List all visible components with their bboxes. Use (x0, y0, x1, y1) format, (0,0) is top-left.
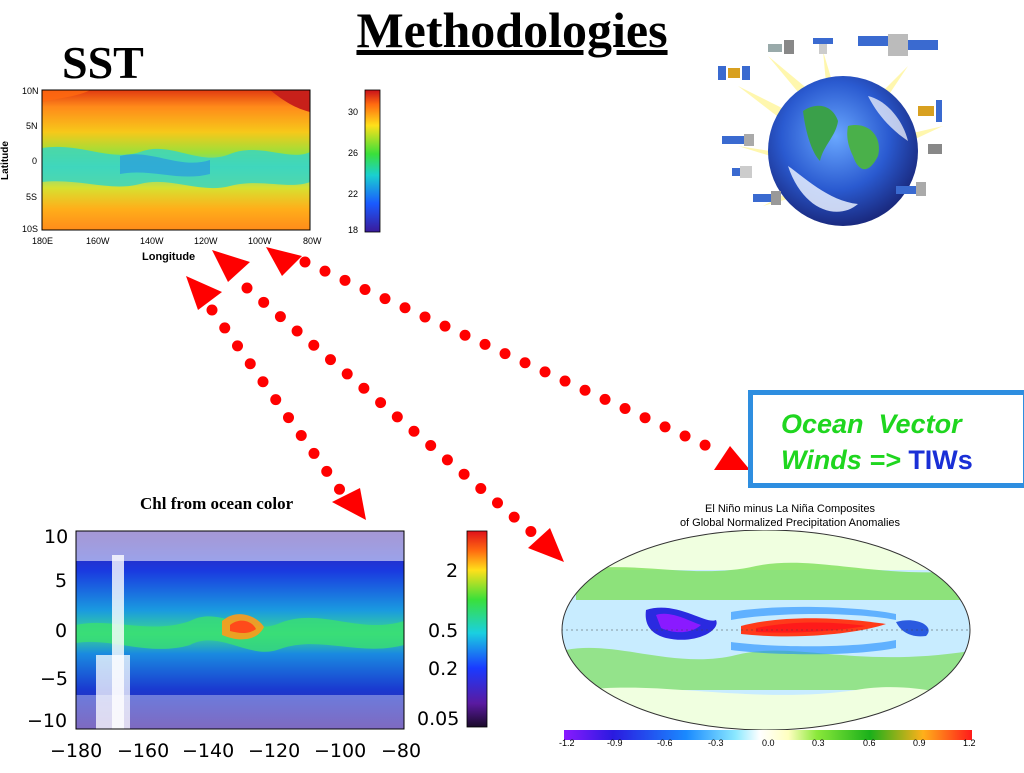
chl-lat-tick-1: 5 (55, 570, 68, 592)
chl-colorbar (466, 530, 488, 728)
chl-cb-tick-3: 0.05 (417, 708, 460, 730)
arrowhead-1 (186, 276, 222, 310)
chl-lon-tick-5: −80 (381, 740, 422, 762)
satellite-globe-image (708, 26, 964, 232)
precip-cb-tick-3: -0.3 (708, 738, 724, 748)
chl-map-figure (0, 525, 500, 768)
chl-title: Chl from ocean color (140, 494, 294, 513)
sst-cb-tick-2: 22 (348, 189, 359, 199)
sst-lon-tick-2: 140W (140, 236, 164, 246)
chl-cb-tick-0: 2 (446, 560, 459, 582)
winds-label: Winds => (781, 445, 901, 475)
sst-lon-tick-1: 160W (86, 236, 110, 246)
sst-lat-tick-2: 0 (32, 156, 38, 166)
sst-lat-tick-1: 5N (26, 121, 38, 131)
precip-cb-tick-6: 0.6 (863, 738, 876, 748)
sst-lat-tick-3: 5S (26, 192, 38, 202)
precip-cb-tick-5: 0.3 (812, 738, 825, 748)
sst-cb-tick-0: 30 (348, 107, 359, 117)
chl-lat-tick-2: 0 (55, 620, 68, 642)
chl-lon-tick-3: −120 (248, 740, 301, 762)
sst-lat-tick-4: 10S (22, 224, 39, 234)
chl-lon-tick-0: −180 (50, 740, 103, 762)
arrowhead-6 (714, 446, 750, 470)
sst-lon-tick-5: 80W (303, 236, 322, 246)
ocean-vector-label: Ocean Vector (781, 409, 962, 439)
precip-cb-tick-2: -0.6 (657, 738, 673, 748)
sst-map-figure (0, 82, 400, 272)
chl-cb-tick-1: 0.5 (428, 620, 459, 642)
chl-map-svg (75, 530, 488, 730)
precip-title: El Niño minus La Niña Composites of Glob… (560, 502, 1020, 530)
ocean-vector-winds-box: Ocean Vector Winds => TIWs (748, 390, 1024, 488)
chl-cb-tick-2: 0.2 (428, 658, 459, 680)
sst-lon-tick-4: 100W (248, 236, 272, 246)
sst-lon-tick-3: 120W (194, 236, 218, 246)
satellite-globe-svg (718, 34, 943, 226)
chl-lat-tick-0: 10 (44, 526, 69, 548)
precip-cb-tick-7: 0.9 (913, 738, 926, 748)
precip-cb-tick-0: -1.2 (559, 738, 575, 748)
precip-title-line1: El Niño minus La Niña Composites (705, 503, 875, 515)
winds-tiws-label: Winds => TIWs (781, 445, 973, 476)
precip-map-svg (561, 529, 972, 740)
precip-cb-tick-1: -0.9 (607, 738, 623, 748)
chl-lon-tick-4: −100 (314, 740, 367, 762)
chl-lon-tick-1: −160 (117, 740, 170, 762)
sst-lat-tick-0: 10N (22, 86, 39, 96)
satellites (718, 34, 942, 205)
chl-lat-tick-3: −5 (40, 668, 69, 690)
sst-label: SST (62, 37, 144, 88)
sst-map-svg (41, 89, 381, 233)
precip-cb-tick-4: 0.0 (762, 738, 775, 748)
slide-title: Methodologies (356, 2, 668, 58)
sst-lon-tick-0: 180E (32, 236, 54, 246)
sst-ylabel: Latitude (0, 141, 11, 180)
tiws-label: TIWs (908, 445, 973, 475)
chl-lat-tick-4: −10 (27, 710, 68, 732)
sst-cb-tick-3: 18 (348, 225, 359, 235)
arrow-sst-to-winds (299, 256, 726, 458)
arrow-sst-to-chl (206, 304, 346, 496)
precip-colorbar (564, 730, 972, 740)
arrowhead-2 (332, 488, 366, 520)
sst-colorbar (364, 89, 381, 233)
sst-cb-tick-1: 26 (348, 148, 359, 158)
precip-title-line2: of Global Normalized Precipitation Anoma… (679, 517, 901, 529)
precip-cb-tick-8: 1.2 (963, 738, 976, 748)
sst-xlabel: Longitude (142, 251, 196, 263)
precip-map-figure (556, 529, 986, 768)
chl-lon-tick-2: −140 (182, 740, 235, 762)
